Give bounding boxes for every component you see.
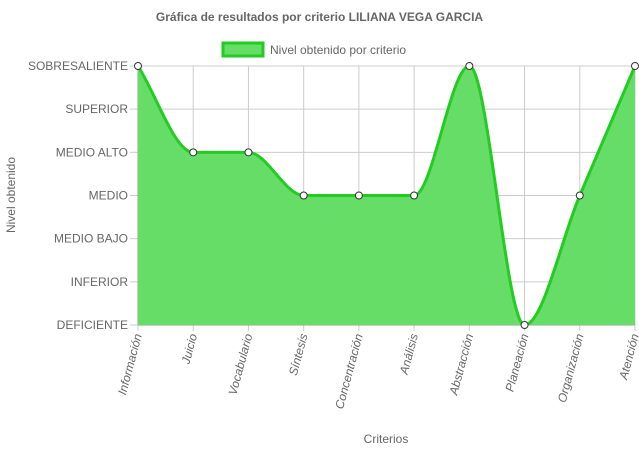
y-tick-label: MEDIO — [89, 189, 128, 203]
y-axis-title: Nivel obtenido — [4, 157, 18, 233]
x-tick-label: Concentración — [332, 332, 366, 411]
y-tick-label: MEDIO BAJO — [54, 232, 128, 246]
data-point[interactable] — [189, 148, 198, 157]
y-tick-label: SUPERIOR — [65, 102, 128, 116]
legend[interactable]: Nivel obtenido por criterio — [221, 41, 406, 58]
data-point[interactable] — [244, 148, 253, 157]
x-tick-label: Información — [115, 332, 145, 396]
x-tick-label: Organización — [555, 332, 587, 404]
x-tick-label: Planeación — [503, 332, 532, 393]
series-nivel-obtenido — [134, 62, 639, 329]
data-point[interactable] — [299, 191, 308, 200]
x-tick-label: Atención — [616, 332, 639, 382]
x-tick-label: Abstracción — [446, 332, 476, 397]
legend-swatch — [221, 41, 265, 58]
data-point[interactable] — [631, 62, 639, 70]
data-point[interactable] — [575, 191, 584, 200]
y-tick-label: DEFICIENTE — [57, 318, 128, 332]
y-tick-label: INFERIOR — [71, 275, 129, 289]
data-point[interactable] — [410, 191, 419, 200]
x-axis: Información Juicio Vocabulario Síntesis Conc… — [115, 332, 639, 411]
x-tick-label: Vocabulario — [226, 332, 256, 397]
data-point[interactable] — [465, 62, 474, 70]
y-tick-label: SOBRESALIENTE — [28, 59, 128, 73]
x-tick-label: Juicio — [178, 332, 200, 367]
data-point[interactable] — [520, 321, 529, 329]
x-tick-label: Análisis — [397, 332, 421, 377]
legend-label: Nivel obtenido por criterio — [270, 43, 406, 57]
data-point[interactable] — [354, 191, 363, 200]
data-point[interactable] — [134, 62, 142, 70]
chart-title: Gráfica de resultados por criterio LILIA… — [156, 10, 484, 24]
x-axis-title: Criterios — [364, 432, 409, 446]
y-axis: DEFICIENTE INFERIOR MEDIO BAJO MEDIO MEDIO A… — [28, 59, 128, 332]
x-tick-label: Síntesis — [286, 332, 311, 377]
series-line — [136, 64, 637, 327]
y-tick-label: MEDIO ALTO — [56, 145, 128, 159]
